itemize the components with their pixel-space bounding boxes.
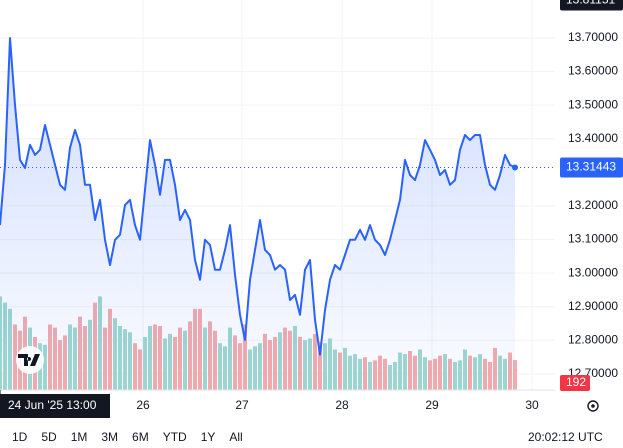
axes: 12.7000012.8000012.9000013.0000013.10000… [0, 0, 623, 418]
x-tick-label: 30 [525, 398, 539, 412]
y-tick-label: 13.10000 [568, 232, 618, 246]
last-price-box [560, 157, 623, 178]
x-tick-label: 27 [235, 398, 249, 412]
clock: 20:02:12 UTC [528, 430, 603, 444]
y-tick-label: 13.50000 [568, 97, 618, 111]
x-tick-label: 28 [335, 398, 349, 412]
price-pane [0, 37, 555, 390]
high-label: 13.81151 [566, 0, 615, 7]
y-tick-label: 13.20000 [568, 198, 618, 212]
range-button[interactable]: 1M [71, 430, 88, 444]
range-button[interactable]: 5D [41, 430, 57, 444]
last-price-label: 13.31443 [566, 160, 616, 174]
x-tick-label: 26 [136, 398, 150, 412]
range-button[interactable]: YTD [163, 430, 187, 444]
y-tick-label: 13.60000 [568, 64, 618, 78]
last-volume-label: 192 [566, 375, 586, 389]
y-tick-label: 13.00000 [568, 265, 618, 279]
y-tick-label: 13.70000 [568, 30, 618, 44]
range-button[interactable]: 3M [101, 430, 118, 444]
y-tick-label: 13.40000 [568, 131, 618, 145]
price-line [0, 37, 516, 356]
range-button[interactable]: All [229, 430, 242, 444]
y-tick-label: 12.90000 [568, 299, 618, 313]
start-date-box [0, 394, 110, 418]
range-button[interactable]: 6M [132, 430, 149, 444]
range-button[interactable]: 1D [12, 430, 28, 444]
logo [16, 346, 44, 374]
range-button[interactable]: 1Y [201, 430, 216, 444]
last-volume-box [560, 375, 590, 391]
y-tick-label: 12.80000 [568, 332, 618, 346]
x-tick-label: 29 [425, 398, 439, 412]
high-box [560, 0, 623, 11]
last-point [512, 164, 518, 171]
toolbar: 20:02:12 UTC 1D 5D 1M 3M 6M YTD 1Y All [12, 430, 603, 444]
settings-icon[interactable] [587, 400, 599, 412]
price-area [0, 38, 515, 390]
x-tick-label: 24 Jun '25 13:00 [8, 398, 97, 412]
